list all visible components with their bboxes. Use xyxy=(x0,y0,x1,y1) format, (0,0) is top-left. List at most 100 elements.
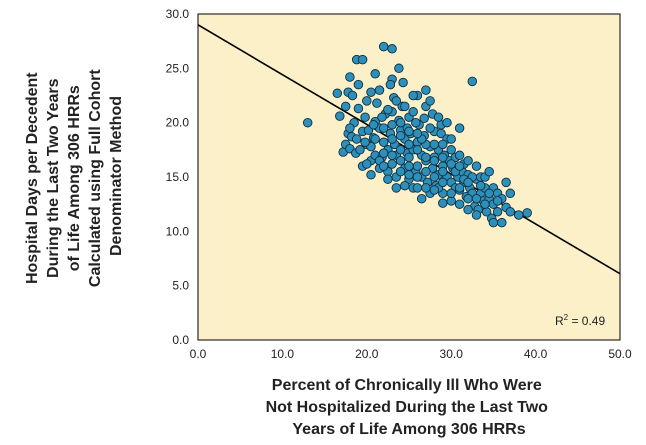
data-point xyxy=(429,185,440,195)
data-point xyxy=(400,180,410,191)
data-point xyxy=(513,210,524,220)
data-point xyxy=(505,207,516,217)
x-tick-label: 50.0 xyxy=(608,347,632,361)
data-point xyxy=(429,139,440,150)
data-point xyxy=(362,159,372,169)
data-point xyxy=(353,103,364,114)
data-point xyxy=(425,96,435,106)
x-tick-label: 30.0 xyxy=(440,347,464,361)
data-point xyxy=(366,170,376,180)
y-axis-title-line-5: Denominator Method xyxy=(108,96,125,256)
data-point xyxy=(480,199,490,209)
data-point xyxy=(404,170,414,180)
data-point xyxy=(345,72,355,82)
data-point xyxy=(340,101,351,112)
data-point xyxy=(378,148,389,158)
data-point xyxy=(404,139,414,150)
data-point xyxy=(463,193,473,204)
x-axis-title-line-3: Years of Life Among 306 HRRs xyxy=(292,421,525,438)
data-point xyxy=(501,177,511,188)
r-squared-annotation: R2 = 0.49 xyxy=(555,313,605,328)
data-point xyxy=(377,112,387,122)
data-point xyxy=(454,183,465,193)
data-point xyxy=(302,117,313,128)
data-point xyxy=(387,120,397,130)
data-point xyxy=(347,90,358,101)
data-point xyxy=(335,111,345,121)
data-point xyxy=(454,150,465,161)
data-point xyxy=(421,85,431,95)
data-point xyxy=(484,166,494,177)
data-point xyxy=(378,161,389,171)
data-point xyxy=(438,139,448,150)
data-point xyxy=(467,76,478,87)
data-point xyxy=(463,177,473,188)
data-point xyxy=(398,77,408,88)
data-point xyxy=(404,126,414,137)
data-point xyxy=(408,107,418,117)
x-tick-label: 40.0 xyxy=(524,347,548,361)
data-point xyxy=(471,161,482,171)
y-tick-label: 20.0 xyxy=(166,116,190,130)
data-point xyxy=(391,183,402,193)
data-point xyxy=(411,117,421,128)
x-tick-label: 0.0 xyxy=(190,347,207,361)
data-point xyxy=(492,196,503,206)
r-squared-value: = 0.49 xyxy=(568,314,605,328)
data-point xyxy=(395,155,406,166)
data-point xyxy=(387,44,397,54)
data-point xyxy=(362,96,372,106)
data-point xyxy=(378,123,389,133)
data-point xyxy=(497,217,507,228)
data-point xyxy=(412,161,423,171)
data-point xyxy=(412,128,423,139)
y-axis-title-line-3: of Life Among 306 HRRs xyxy=(66,85,83,271)
x-tick-label: 10.0 xyxy=(271,347,295,361)
data-point xyxy=(446,159,456,169)
y-tick-label: 30.0 xyxy=(166,7,190,21)
data-point xyxy=(368,120,379,130)
data-point xyxy=(412,145,423,155)
points-layer xyxy=(302,41,532,228)
y-axis-title-line-2: During the Last Two Years xyxy=(45,78,62,278)
data-point xyxy=(353,79,364,90)
y-tick-label: 0.0 xyxy=(172,333,189,347)
data-point xyxy=(387,150,397,161)
data-point xyxy=(438,152,448,163)
data-point xyxy=(412,172,423,182)
data-point xyxy=(446,188,456,199)
data-point xyxy=(419,113,429,124)
data-point xyxy=(378,41,389,52)
data-point xyxy=(442,117,452,128)
data-point xyxy=(400,101,410,112)
data-point xyxy=(383,174,393,184)
data-point xyxy=(374,85,385,95)
y-tick-label: 5.0 xyxy=(172,279,189,293)
data-point xyxy=(446,145,456,155)
data-point xyxy=(484,188,494,199)
y-axis-title-line-1: Hospital Days per Decedent xyxy=(24,72,41,284)
data-point xyxy=(454,123,465,133)
data-point xyxy=(355,145,365,155)
data-point xyxy=(488,217,499,228)
data-point xyxy=(370,69,380,79)
y-axis-title: Hospital Days per Decedent During the La… xyxy=(24,65,125,287)
data-point xyxy=(394,63,404,74)
data-point xyxy=(378,137,389,147)
y-axis-title-line-4: Calculated using Full Cohort xyxy=(87,69,104,287)
data-point xyxy=(395,145,406,155)
x-axis-title: Percent of Chronically Ill Who Were Not … xyxy=(266,377,553,438)
data-point xyxy=(429,172,440,182)
data-point xyxy=(383,104,393,115)
x-tick-label: 20.0 xyxy=(355,347,379,361)
data-point xyxy=(429,155,440,166)
data-point xyxy=(395,166,406,177)
data-point xyxy=(421,183,431,193)
data-point xyxy=(438,166,448,177)
r-squared-label: R xyxy=(555,314,564,328)
data-point xyxy=(454,199,465,209)
ticks-layer: 0.0 10.0 20.0 30.0 40.0 50.0 0.0 5.0 10.0 15.0 20.… xyxy=(166,7,632,361)
data-point xyxy=(408,90,418,101)
data-point xyxy=(391,96,402,106)
